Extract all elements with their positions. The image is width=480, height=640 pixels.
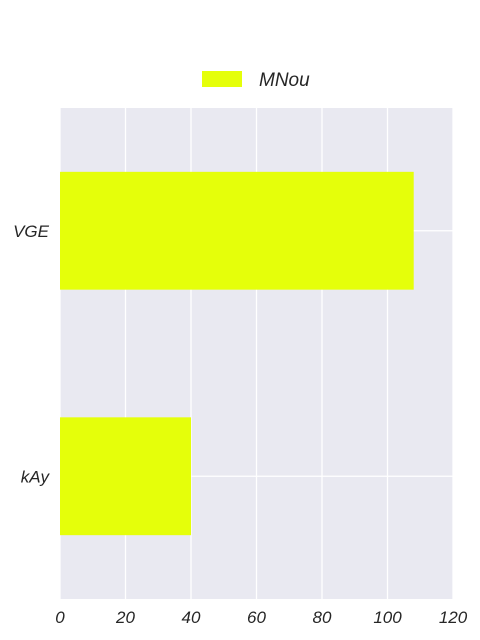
x-tick-label-120: 120 xyxy=(439,608,468,627)
bar-VGE xyxy=(60,171,414,290)
y-axis-category-labels: VGE kAy xyxy=(13,222,50,487)
y-category-label-VGE: VGE xyxy=(13,222,50,241)
x-tick-label-20: 20 xyxy=(115,608,135,627)
x-tick-label-60: 60 xyxy=(247,608,266,627)
x-tick-label-100: 100 xyxy=(373,608,402,627)
legend-label-mnou: MNou xyxy=(259,70,310,91)
x-tick-label-0: 0 xyxy=(55,608,65,627)
bar-kAy xyxy=(60,417,191,536)
x-tick-label-40: 40 xyxy=(182,608,201,627)
legend: MNou xyxy=(202,70,310,91)
y-category-label-kAy: kAy xyxy=(21,467,51,486)
bars xyxy=(60,171,414,536)
legend-swatch xyxy=(202,71,242,87)
x-axis-tick-labels: 0 20 40 60 80 100 120 xyxy=(55,608,467,627)
x-tick-label-80: 80 xyxy=(313,608,332,627)
